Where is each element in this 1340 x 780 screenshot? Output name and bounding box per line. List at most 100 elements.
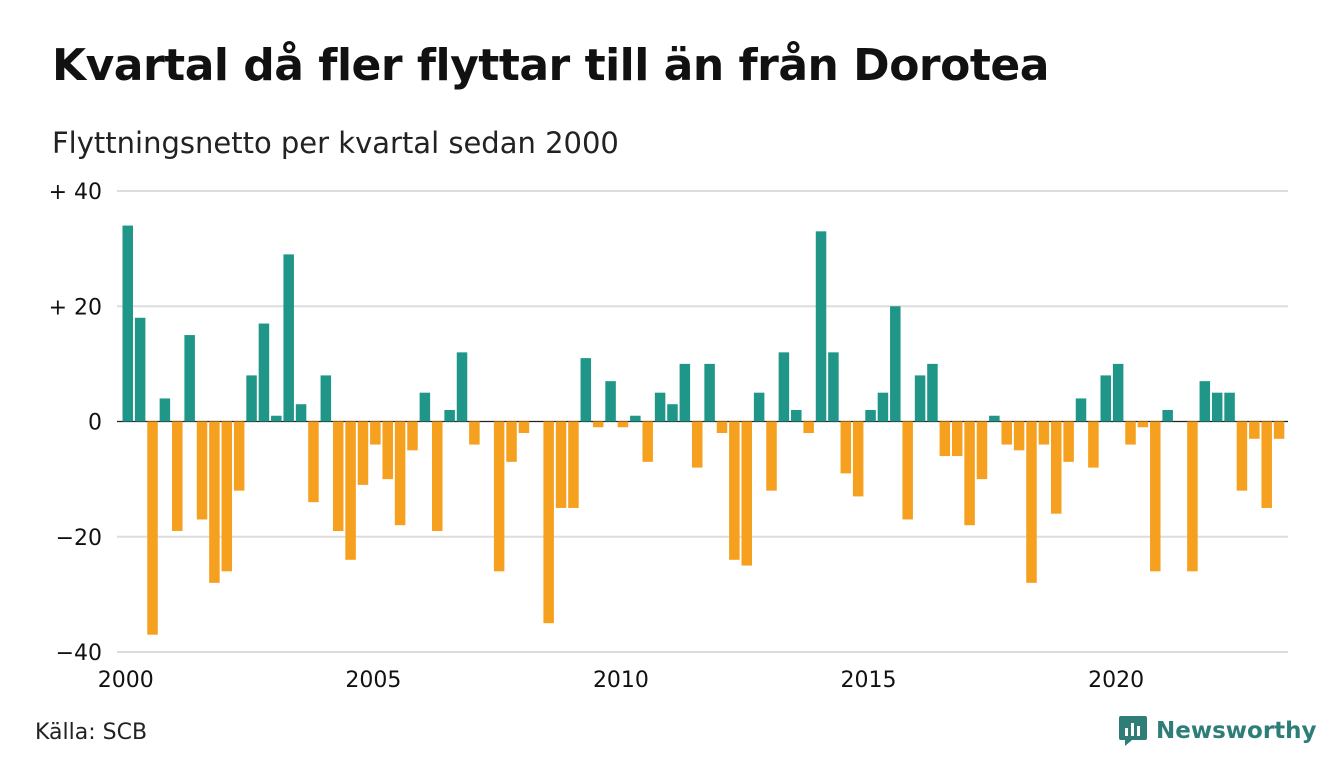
bar-positive [828, 352, 839, 422]
bar-positive [815, 231, 827, 422]
y-tick-label: −40 [56, 641, 102, 666]
bar-negative [1063, 421, 1074, 462]
bar-positive [1112, 363, 1124, 422]
bar-negative [617, 421, 629, 428]
bar-negative [902, 421, 913, 520]
bar-negative [233, 421, 245, 491]
bar-negative [1051, 421, 1062, 514]
y-tick-label: −20 [56, 526, 102, 551]
bar-positive [890, 306, 901, 422]
source-label: Källa: SCB [35, 720, 148, 745]
bar-positive [927, 363, 938, 422]
bar-positive [791, 409, 802, 422]
bar-positive [753, 392, 765, 422]
bar-positive [778, 352, 790, 422]
bar-negative [1001, 421, 1012, 445]
bar-negative [394, 421, 406, 526]
bar-positive [1211, 392, 1223, 422]
y-tick-label: + 40 [49, 180, 102, 205]
bar-negative [716, 421, 728, 434]
x-tick-label: 2020 [1088, 668, 1144, 693]
bar-negative [691, 421, 703, 468]
bar-positive [1075, 398, 1087, 422]
bar-positive [419, 392, 431, 422]
chart-title: Kvartal då fler flyttar till än från Dor… [52, 40, 1049, 91]
bar-negative [642, 421, 653, 462]
bar-positive [989, 415, 1000, 422]
bar-negative [493, 421, 505, 572]
bar-negative [852, 421, 864, 497]
chart-subtitle: Flyttningsnetto per kvartal sedan 2000 [52, 126, 619, 160]
bar-negative [592, 421, 604, 428]
bar-negative [741, 421, 752, 566]
x-tick-label: 2015 [841, 668, 897, 693]
bar-negative [543, 421, 554, 624]
bar-negative [766, 421, 777, 491]
bar-positive [159, 398, 171, 422]
bar-negative [432, 421, 443, 531]
bar-negative [382, 421, 393, 480]
bar-negative [172, 421, 183, 531]
bar-negative [568, 421, 579, 508]
bar-negative [518, 421, 530, 434]
bar-positive [1162, 409, 1173, 422]
bar-negative [1236, 421, 1248, 491]
bar-negative [1038, 421, 1050, 445]
bar-negative [840, 421, 852, 474]
bar-positive [283, 254, 294, 422]
bar-positive [258, 323, 270, 422]
bar-chart-icon [1119, 716, 1147, 746]
bar-negative [357, 421, 369, 485]
bar-negative [196, 421, 208, 520]
bar-positive [877, 392, 889, 422]
x-tick-label: 2000 [98, 668, 154, 693]
bar-negative [976, 421, 988, 480]
bar-positive [679, 363, 691, 422]
bar-negative [1261, 421, 1272, 508]
bar-positive [246, 375, 257, 422]
y-axis-tick-labels: + 40 + 20 0 −20 −40 [49, 180, 102, 666]
bar-positive [580, 358, 592, 422]
bar-positive [122, 225, 133, 422]
bar-negative [1273, 421, 1285, 439]
bar-negative [1013, 421, 1025, 451]
bar-negative [308, 421, 319, 503]
bar-negative [370, 421, 381, 445]
bar-negative [332, 421, 344, 531]
bar-negative [1187, 421, 1198, 572]
bar-positive [1100, 375, 1112, 422]
bar-negative [1249, 421, 1260, 439]
bar-negative [555, 421, 567, 508]
bar-negative [1125, 421, 1136, 445]
bar-positive [865, 409, 876, 422]
bar-negative [939, 421, 951, 457]
x-tick-label: 2010 [593, 668, 649, 693]
bar-negative [469, 421, 480, 445]
bar-positive [667, 404, 678, 422]
bar-negative [964, 421, 975, 526]
bar-positive [914, 375, 926, 422]
bar-negative [951, 421, 963, 457]
bar-positive [295, 404, 307, 422]
y-tick-label: + 20 [49, 295, 102, 320]
bar-negative [407, 421, 418, 451]
bar-positive [605, 381, 616, 422]
bars [122, 225, 1285, 635]
bar-negative [729, 421, 740, 560]
brand-name: Newsworthy [1156, 718, 1317, 744]
x-tick-label: 2005 [345, 668, 401, 693]
bar-negative [1137, 421, 1149, 428]
bar-positive [630, 415, 641, 422]
bar-negative [1026, 421, 1037, 583]
bar-negative [221, 421, 233, 572]
bar-positive [320, 375, 332, 422]
bar-positive [1224, 392, 1235, 422]
bar-positive [654, 392, 666, 422]
bar-positive [704, 363, 715, 422]
bar-positive [134, 317, 146, 422]
bar-negative [506, 421, 517, 462]
bar-negative [803, 421, 814, 434]
bar-negative [1150, 421, 1161, 572]
bar-negative [1088, 421, 1099, 468]
